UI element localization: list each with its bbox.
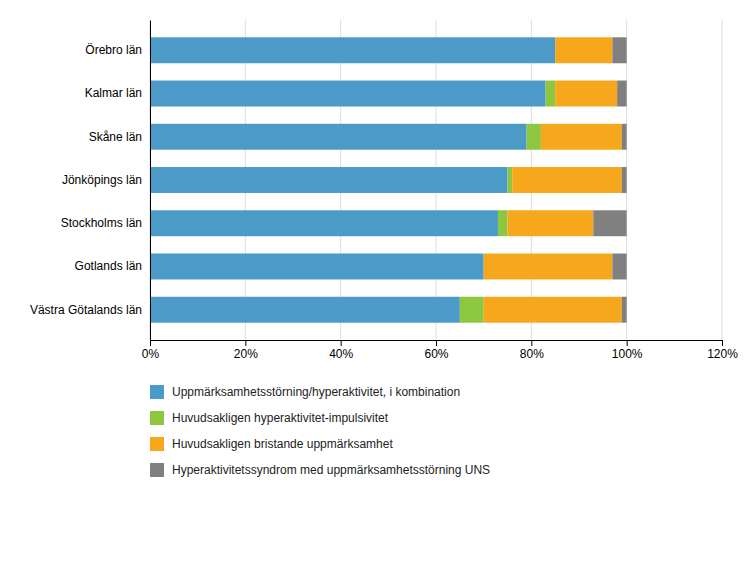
bar: [150, 210, 498, 236]
x-tick-mark: [150, 340, 151, 346]
legend-swatch: [150, 411, 164, 425]
bar: [150, 254, 484, 280]
bar: [527, 124, 541, 150]
x-tick-label: 100%: [612, 347, 643, 361]
bar: [150, 124, 527, 150]
x-tick: 20%: [234, 340, 258, 361]
x-tick-label: 80%: [520, 347, 544, 361]
x-tick: 40%: [329, 340, 353, 361]
x-tick-mark: [245, 340, 246, 346]
bar: [622, 297, 627, 323]
bar: [555, 37, 612, 63]
x-tick: 120%: [707, 340, 738, 361]
bar: [546, 81, 556, 107]
bar: [498, 210, 508, 236]
legend-item: Uppmärksamhetsstörning/hyperaktivitet, i…: [150, 385, 460, 399]
legend-item: Huvudsakligen bristande uppmärksamhet: [150, 437, 393, 451]
plot: 0% 20% 40% 60% 80% 100% 120% Örebro län Kalmar l…: [30, 20, 738, 361]
bar: [150, 167, 508, 193]
bar: [612, 37, 626, 63]
x-tick: 60%: [424, 340, 448, 361]
legend-label: Hyperaktivitetssyndrom med uppmärksamhet…: [172, 463, 490, 477]
legend-label: Uppmärksamhetsstörning/hyperaktivitet, i…: [172, 385, 460, 399]
y-axis-line: [150, 21, 151, 341]
x-tick: 0%: [142, 340, 160, 361]
bar: [484, 297, 622, 323]
x-tick-mark: [531, 340, 532, 346]
legend-swatch: [150, 463, 164, 477]
bar-series: [150, 37, 555, 322]
bar: [593, 210, 626, 236]
x-tick-label: 40%: [329, 347, 353, 361]
grid-line: [150, 20, 151, 340]
x-tick-mark: [436, 340, 437, 346]
bar-series: [593, 37, 626, 322]
y-tick: Jönköpings län: [62, 173, 142, 187]
bar: [150, 297, 460, 323]
x-tick-label: 20%: [234, 347, 258, 361]
bar: [512, 167, 622, 193]
bar: [541, 124, 622, 150]
bars: [150, 37, 627, 322]
bar: [460, 297, 484, 323]
x-tick-label: 0%: [142, 347, 160, 361]
x-tick: 80%: [520, 340, 544, 361]
y-tick: Örebro län: [85, 43, 142, 57]
y-tick-label: Kalmar län: [85, 86, 142, 100]
bar-series: [484, 37, 622, 322]
y-tick-label: Stockholms län: [61, 216, 142, 230]
x-tick-label: 120%: [707, 347, 738, 361]
bar: [150, 81, 546, 107]
y-axis: Örebro län Kalmar län Skåne län Jönköpings …: [30, 21, 151, 341]
legend-label: Huvudsakligen bristande uppmärksamhet: [172, 437, 393, 451]
bar: [484, 254, 613, 280]
y-tick-label: Skåne län: [89, 130, 142, 144]
bar: [508, 167, 513, 193]
x-tick: 100%: [612, 340, 643, 361]
bar: [612, 254, 626, 280]
y-tick: Skåne län: [89, 130, 142, 144]
bar: [555, 81, 617, 107]
x-axis: 0% 20% 40% 60% 80% 100% 120%: [142, 340, 738, 361]
legend-item: Hyperaktivitetssyndrom med uppmärksamhet…: [150, 463, 490, 477]
y-tick: Stockholms län: [61, 216, 142, 230]
legend-item: Huvudsakligen hyperaktivitet-impulsivite…: [150, 411, 389, 425]
bar: [622, 124, 627, 150]
bar: [508, 210, 594, 236]
y-tick-label: Jönköpings län: [62, 173, 142, 187]
y-tick: Kalmar län: [85, 86, 142, 100]
x-tick-label: 60%: [424, 347, 448, 361]
legend-label: Huvudsakligen hyperaktivitet-impulsivite…: [172, 411, 389, 425]
legend-swatch: [150, 385, 164, 399]
grid: [150, 20, 722, 340]
legend: Uppmärksamhetsstörning/hyperaktivitet, i…: [150, 385, 490, 477]
x-axis-line: [151, 341, 723, 347]
y-tick-label: Gotlands län: [75, 259, 142, 273]
x-tick-mark: [627, 340, 628, 346]
y-tick-label: Örebro län: [85, 43, 142, 57]
y-tick: Västra Götalands län: [30, 303, 142, 317]
bar-series: [460, 81, 555, 323]
bar: [617, 81, 627, 107]
bar: [150, 37, 555, 63]
x-tick-mark: [341, 340, 342, 346]
bar: [622, 167, 627, 193]
y-tick: Gotlands län: [75, 259, 142, 273]
y-tick-label: Västra Götalands län: [30, 303, 142, 317]
grid-line: [722, 20, 723, 340]
chart: 0% 20% 40% 60% 80% 100% 120% Örebro län Kalmar l…: [0, 0, 752, 566]
x-tick-mark: [722, 340, 723, 346]
legend-swatch: [150, 437, 164, 451]
